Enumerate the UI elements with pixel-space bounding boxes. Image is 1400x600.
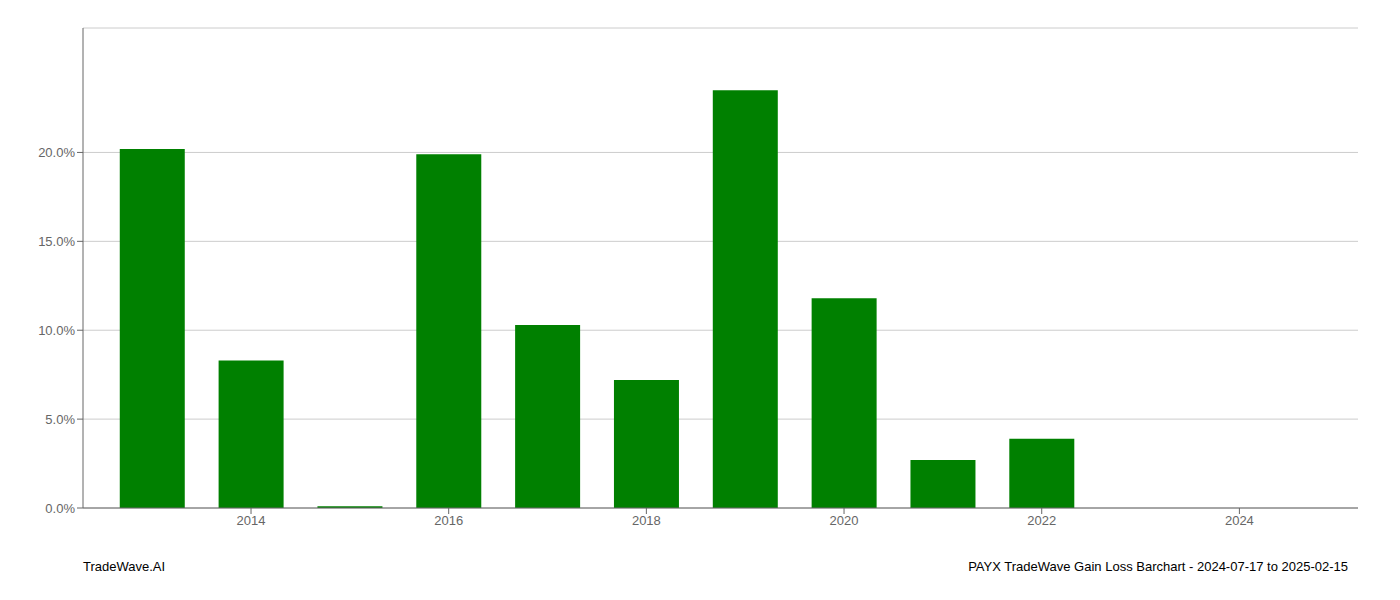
svg-text:2024: 2024 [1225,513,1254,528]
html-text:PAYX TradeWave Gain Loss Barch: PAYX TradeWave Gain Loss Barchart - 2024… [968,559,1348,574]
svg-text:0.0%: 0.0% [45,501,75,516]
svg-text:2016: 2016 [434,513,463,528]
svg-text:2022: 2022 [1027,513,1056,528]
svg-text:10.0%: 10.0% [38,323,75,338]
html-text:TradeWave.AI: TradeWave.AI [83,559,166,574]
svg-text:2020: 2020 [830,513,859,528]
svg-text:15.0%: 15.0% [38,234,75,249]
svg-text:20.0%: 20.0% [38,145,75,160]
svg-text:2014: 2014 [237,513,266,528]
svg-text:5.0%: 5.0% [45,412,75,427]
svg-text:2018: 2018 [632,513,661,528]
